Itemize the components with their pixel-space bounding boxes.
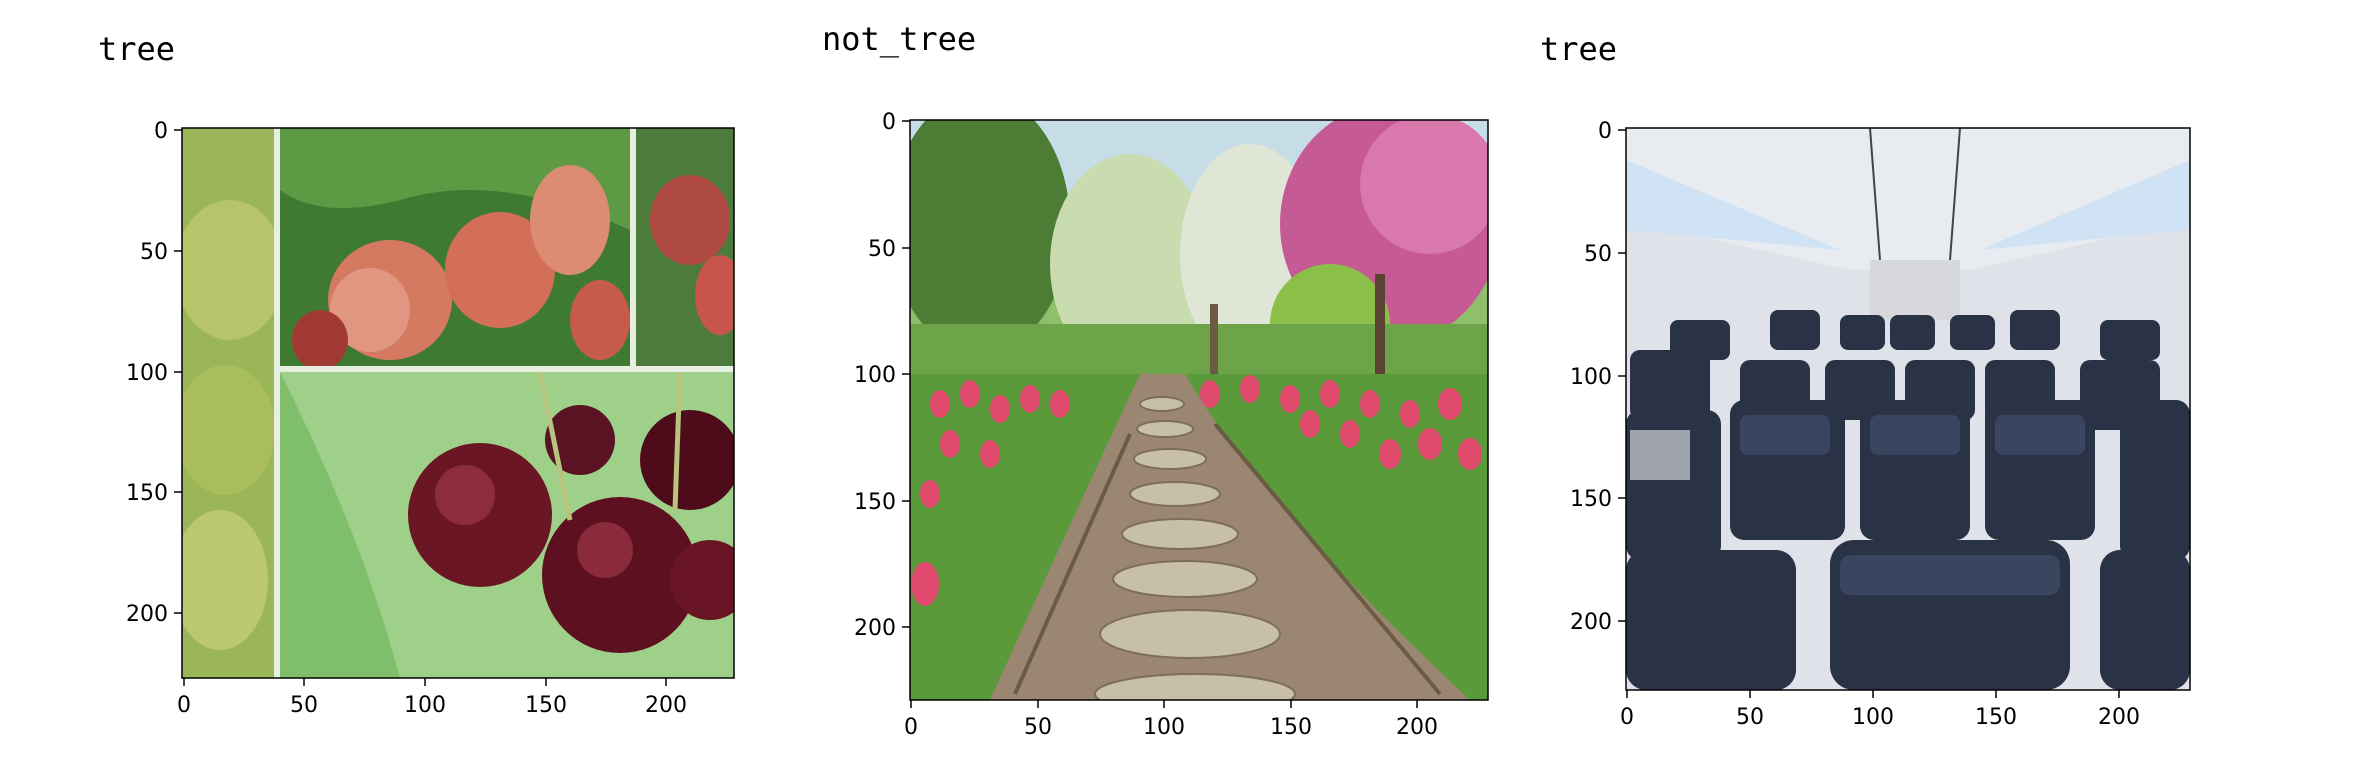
panel-3-y-tick: 100 xyxy=(1570,365,1612,390)
panel-2-x-tick: 0 xyxy=(904,715,918,740)
panel-2-y-tick: 50 xyxy=(868,237,896,262)
panel-1-x-tick: 150 xyxy=(525,693,567,718)
panel-1-y-tick: 0 xyxy=(154,119,168,144)
panel-1-x-tick: 200 xyxy=(645,693,687,718)
panel-3-y-tick: 150 xyxy=(1570,487,1612,512)
panel-2-y-tick: 150 xyxy=(854,490,896,515)
panel-1-y-tick: 200 xyxy=(126,602,168,627)
panel-2-image: 0 50 100 150 200 0 50 100 150 200 xyxy=(854,110,1489,740)
panel-3-x-axis: 0 50 100 150 200 xyxy=(1620,690,2140,730)
panel-3-y-axis: 0 50 100 150 200 xyxy=(1570,119,1626,635)
panel-2-y-tick: 100 xyxy=(854,363,896,388)
panel-1-y-tick: 50 xyxy=(140,240,168,265)
panel-3-x-tick: 0 xyxy=(1620,705,1634,730)
panel-2-y-axis: 0 50 100 150 200 xyxy=(854,110,910,641)
panel-1-y-axis: 0 50 100 150 200 xyxy=(126,119,182,627)
panel-1-x-tick: 0 xyxy=(177,693,191,718)
panel-1-x-tick: 100 xyxy=(404,693,446,718)
panel-2-y-tick: 0 xyxy=(882,110,896,135)
panel-1-x-tick: 50 xyxy=(290,693,318,718)
panel-2-y-tick: 200 xyxy=(854,616,896,641)
panel-2-x-tick: 150 xyxy=(1270,715,1312,740)
panel-1-image: 0 50 100 150 200 0 50 100 150 200 xyxy=(126,119,735,718)
panel-2-x-axis: 0 50 100 150 200 xyxy=(904,700,1438,740)
panel-3-x-tick: 150 xyxy=(1975,705,2017,730)
panel-3-y-tick: 50 xyxy=(1584,242,1612,267)
panel-1-y-tick: 100 xyxy=(126,361,168,386)
panel-3-title: tree xyxy=(1540,30,1618,68)
panel-3-x-tick: 200 xyxy=(2098,705,2140,730)
panel-1-title: tree xyxy=(98,30,176,68)
panel-1-x-axis: 0 50 100 150 200 xyxy=(177,678,687,718)
panel-3-y-tick: 0 xyxy=(1598,119,1612,144)
panel-2-title: not_tree xyxy=(822,20,977,58)
panel-3-x-tick: 50 xyxy=(1736,705,1764,730)
panel-3-x-tick: 100 xyxy=(1852,705,1894,730)
panel-2-x-tick: 50 xyxy=(1024,715,1052,740)
panel-1-y-tick: 150 xyxy=(126,481,168,506)
panel-3-y-tick: 200 xyxy=(1570,610,1612,635)
panel-2-x-tick: 100 xyxy=(1143,715,1185,740)
panel-2-x-tick: 200 xyxy=(1396,715,1438,740)
panel-3-image: 0 50 100 150 200 0 50 100 150 200 xyxy=(1570,119,2191,730)
